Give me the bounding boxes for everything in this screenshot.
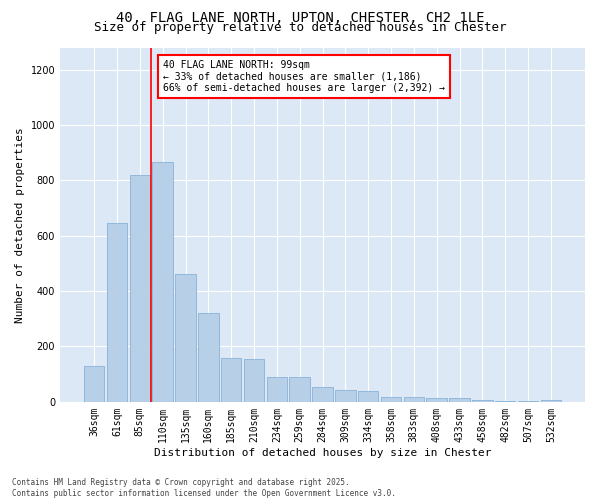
Bar — [289, 377, 310, 402]
Bar — [472, 400, 493, 402]
Bar — [335, 390, 356, 402]
Bar — [427, 398, 447, 402]
Bar — [404, 397, 424, 402]
Bar — [541, 400, 561, 402]
Bar — [358, 391, 379, 402]
Bar — [221, 358, 241, 402]
Bar — [244, 359, 264, 402]
Bar — [266, 377, 287, 402]
Y-axis label: Number of detached properties: Number of detached properties — [15, 127, 25, 322]
Bar — [381, 397, 401, 402]
X-axis label: Distribution of detached houses by size in Chester: Distribution of detached houses by size … — [154, 448, 491, 458]
Text: Size of property relative to detached houses in Chester: Size of property relative to detached ho… — [94, 22, 506, 35]
Bar — [312, 386, 333, 402]
Bar — [130, 175, 150, 402]
Text: 40, FLAG LANE NORTH, UPTON, CHESTER, CH2 1LE: 40, FLAG LANE NORTH, UPTON, CHESTER, CH2… — [116, 11, 484, 25]
Bar — [198, 313, 218, 402]
Text: Contains HM Land Registry data © Crown copyright and database right 2025.
Contai: Contains HM Land Registry data © Crown c… — [12, 478, 396, 498]
Bar — [495, 401, 515, 402]
Bar — [84, 366, 104, 402]
Bar — [449, 398, 470, 402]
Text: 40 FLAG LANE NORTH: 99sqm
← 33% of detached houses are smaller (1,186)
66% of se: 40 FLAG LANE NORTH: 99sqm ← 33% of detac… — [163, 60, 445, 93]
Bar — [175, 274, 196, 402]
Bar — [107, 224, 127, 402]
Bar — [152, 162, 173, 402]
